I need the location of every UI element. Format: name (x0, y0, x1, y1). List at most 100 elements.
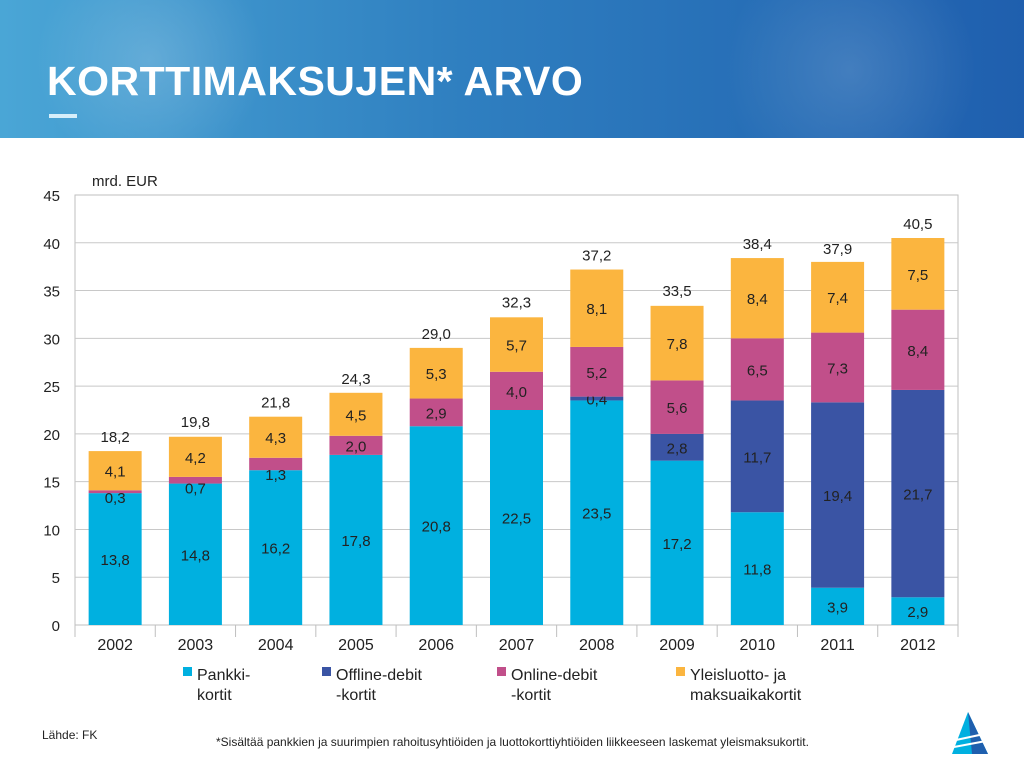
data-label: 2,9 (426, 405, 447, 422)
bar-segment (490, 410, 543, 625)
y-tick-label: 15 (43, 475, 60, 492)
y-tick-label: 10 (43, 522, 60, 539)
source-note: Lähde: FK (42, 728, 98, 742)
data-label: 1,3 (265, 467, 286, 484)
bar-segment (490, 317, 543, 372)
total-label: 18,2 (101, 429, 130, 446)
data-label: 0,3 (105, 490, 126, 507)
legend-label: -kortit (336, 687, 377, 704)
bar-segment (650, 305, 704, 381)
legend-label: maksuaikakortit (690, 687, 802, 704)
total-label: 32,3 (502, 294, 531, 311)
bar-segment (811, 332, 865, 403)
data-label: 11,8 (743, 562, 771, 579)
total-label: 40,5 (903, 216, 932, 233)
bar-segment (329, 435, 383, 455)
data-label: 14,8 (181, 547, 210, 564)
bar-segment (650, 433, 704, 461)
data-label: 8,4 (747, 291, 768, 308)
data-label: 5,3 (426, 366, 447, 383)
bar-segment (329, 454, 383, 625)
total-label: 19,8 (181, 414, 210, 431)
data-label: 16,2 (261, 541, 290, 558)
header-decoration (700, 0, 1000, 138)
y-tick-label: 40 (43, 236, 60, 253)
legend-swatch (497, 667, 506, 676)
data-label: 2,9 (907, 604, 928, 621)
title-underline (49, 114, 77, 118)
data-label: 4,2 (185, 450, 206, 467)
data-label: 11,7 (743, 449, 771, 466)
bar-segment (730, 400, 784, 513)
total-label: 33,5 (662, 283, 691, 300)
x-tick-label: 2004 (258, 637, 294, 654)
y-tick-label: 5 (52, 570, 60, 587)
data-label: 13,8 (101, 552, 130, 569)
x-tick-label: 2010 (740, 637, 776, 654)
y-tick-label: 30 (43, 331, 60, 348)
x-tick-label: 2002 (97, 637, 133, 654)
slide-header: KORTTIMAKSUJEN* ARVO (0, 0, 1024, 138)
bar-segment (168, 436, 222, 477)
data-label: 20,8 (422, 519, 451, 536)
data-label: 7,3 (827, 360, 848, 377)
bar-segment (730, 512, 784, 625)
data-label: 7,5 (907, 267, 928, 284)
total-label: 29,0 (422, 326, 451, 343)
bar-segment (249, 457, 303, 471)
x-tick-label: 2005 (338, 637, 374, 654)
y-tick-label: 25 (43, 379, 60, 396)
logo-icon (952, 712, 988, 754)
data-label: 4,3 (265, 430, 286, 447)
total-label: 37,2 (582, 248, 611, 265)
bar-segment (811, 402, 865, 588)
x-tick-label: 2003 (178, 637, 214, 654)
bar-segment (730, 338, 784, 401)
data-label: 5,2 (586, 365, 607, 382)
data-label: 17,8 (341, 533, 370, 550)
bar-segment (650, 460, 704, 625)
bar-segment (88, 490, 142, 494)
slide-title: KORTTIMAKSUJEN* ARVO (47, 58, 584, 104)
data-label: 6,5 (747, 362, 768, 379)
data-label: 2,0 (346, 438, 367, 455)
total-label: 37,9 (823, 241, 852, 258)
data-label: 0,7 (185, 481, 206, 498)
bar-segment (490, 371, 543, 410)
bar-segment (891, 309, 945, 390)
stacked-bar-chart: 0 5 10 15 20 25 30 35 40 45 2002 2003 2004 2005 2006 20… (43, 173, 959, 704)
bar-segment (249, 416, 303, 458)
bar-segment (891, 597, 945, 625)
data-label: 4,0 (506, 384, 527, 401)
bar-segment (409, 426, 463, 625)
bar-segment (811, 587, 865, 625)
footnote: *Sisältää pankkien ja suurimpien rahoitu… (216, 735, 809, 749)
total-label: 21,8 (261, 395, 290, 412)
legend-label: Offline-debit (336, 667, 423, 684)
data-label: 17,2 (662, 536, 691, 553)
y-tick-label: 45 (43, 188, 60, 205)
bar-segment (88, 493, 142, 625)
x-tick-label: 2008 (579, 637, 615, 654)
bar-segment (409, 398, 463, 427)
data-label: 22,5 (502, 511, 531, 528)
y-tick-label: 35 (43, 284, 60, 301)
bar-segment (409, 347, 463, 399)
y-tick-label: 0 (52, 618, 60, 635)
bar-segment (570, 400, 624, 625)
data-label: 21,7 (903, 487, 932, 504)
bar-segment (570, 396, 624, 401)
x-tick-label: 2007 (499, 637, 535, 654)
x-tick-label: 2012 (900, 637, 936, 654)
data-label: 8,1 (586, 301, 607, 318)
data-label: 23,5 (582, 506, 611, 523)
bar-segment (168, 476, 222, 484)
legend-label: kortit (197, 687, 232, 704)
bar-segment (168, 483, 222, 625)
bar-segment (891, 238, 945, 310)
y-tick-label: 20 (43, 427, 60, 444)
total-label: 38,4 (743, 236, 772, 253)
legend-label: Pankki- (197, 667, 250, 684)
data-label: 5,6 (667, 400, 688, 417)
data-label: 4,1 (105, 464, 126, 481)
